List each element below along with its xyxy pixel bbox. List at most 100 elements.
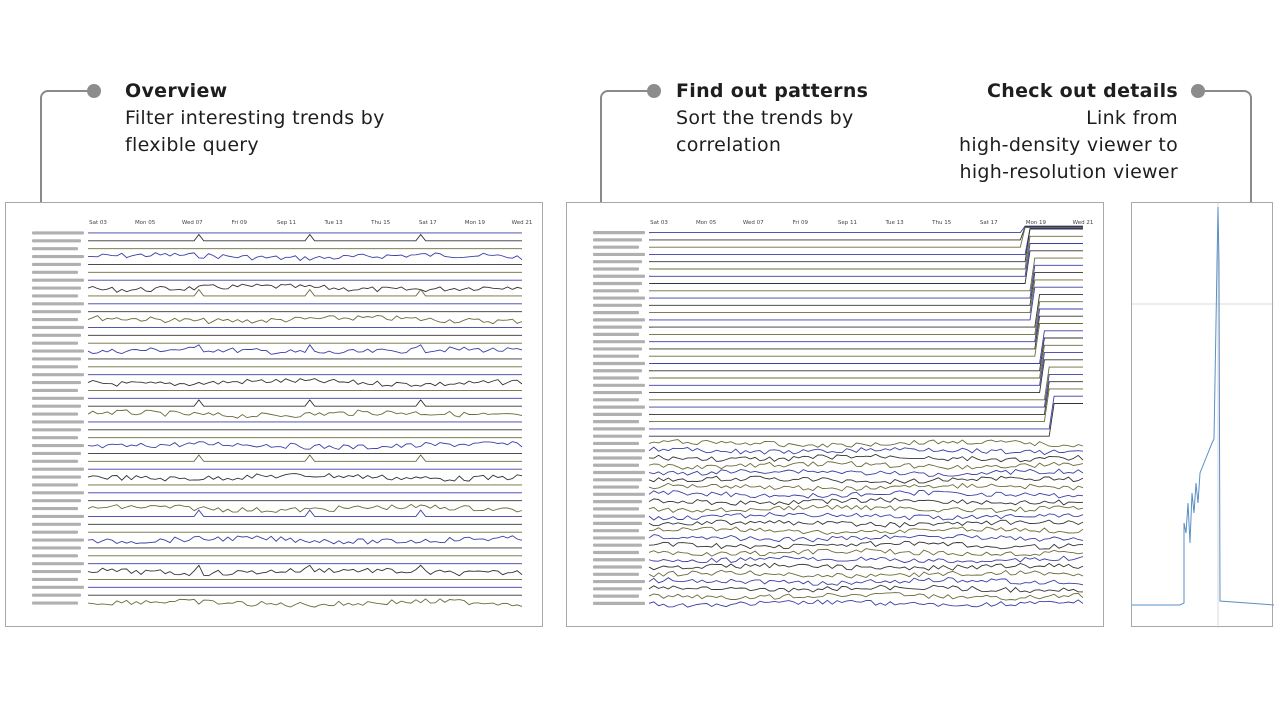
trend-line — [648, 264, 1083, 299]
trend-line — [87, 509, 522, 517]
detail-trend-line — [1132, 206, 1274, 606]
trend-tag-label — [593, 485, 639, 489]
trend-line — [87, 473, 523, 482]
trend-tag-label — [593, 529, 639, 533]
callout-connector-patterns — [600, 90, 656, 204]
trend-tag-label — [32, 436, 78, 440]
caption-line: Link from — [1086, 107, 1178, 129]
trend-line — [87, 441, 523, 450]
overview-trend-viewer[interactable]: Sat 03 Mon 05 Wed 07 Fri 09 Sep 11 Tue 13 Thu … — [5, 202, 543, 627]
trend-line — [87, 564, 523, 577]
trend-tag-label — [593, 376, 639, 380]
trend-tag-label — [32, 341, 78, 345]
trend-line — [648, 228, 1083, 263]
trend-tag-label — [593, 579, 645, 584]
trend-tag-label — [593, 492, 645, 496]
trend-tag-label — [593, 558, 645, 562]
trend-line — [648, 226, 1083, 241]
trend-tag-label — [32, 270, 78, 274]
trend-line — [648, 569, 1084, 579]
caption-line: Sort the trends by — [676, 107, 854, 129]
caption-line: correlation — [676, 134, 782, 156]
trend-tag-label — [593, 354, 639, 358]
trend-line — [87, 233, 522, 242]
date-tick-label: Fri 09 — [232, 220, 248, 226]
trend-tag-label — [32, 349, 84, 353]
trend-tag-label — [593, 325, 642, 329]
trend-tag-label — [32, 247, 78, 251]
trend-tag-label — [32, 546, 81, 550]
trend-line — [648, 323, 1083, 357]
trend-line — [648, 490, 1084, 499]
trend-tag-label — [593, 310, 639, 315]
trend-line — [87, 598, 523, 608]
trend-tag-label — [32, 538, 84, 542]
detail-trend-viewer[interactable] — [1131, 202, 1274, 628]
trend-tag-label — [32, 593, 81, 597]
trend-tag-label — [32, 380, 81, 385]
trend-tag-label — [32, 467, 84, 471]
trend-line — [648, 468, 1084, 477]
trend-tag-label — [32, 388, 78, 393]
trend-tag-label — [593, 463, 639, 467]
trend-line — [648, 227, 1083, 248]
callout-connector-overview — [40, 90, 96, 204]
trend-tag-label — [593, 470, 645, 475]
trend-tag-label — [32, 286, 81, 290]
trend-line — [648, 227, 1083, 255]
trend-line — [648, 519, 1084, 528]
trend-tag-label — [32, 231, 84, 235]
trend-line — [648, 286, 1083, 321]
trend-line — [648, 308, 1083, 343]
caption-line: Filter interesting trends by — [125, 107, 385, 129]
trend-line — [648, 352, 1083, 386]
trend-line — [648, 577, 1084, 586]
trend-line — [87, 535, 523, 545]
trend-line — [648, 497, 1084, 506]
trend-tag-label — [32, 459, 78, 463]
date-tick-label: Sat 17 — [980, 220, 998, 226]
trend-tag-label — [32, 530, 78, 534]
trend-tag-label — [593, 369, 642, 373]
trend-tag-label — [593, 456, 642, 460]
trend-tag-label — [32, 357, 81, 361]
trend-line — [87, 283, 523, 293]
date-tick-label: Mon 19 — [465, 220, 486, 226]
trend-tag-label — [593, 318, 645, 322]
trend-line — [648, 359, 1083, 394]
trend-line — [648, 395, 1083, 430]
callout-dot-patterns — [647, 84, 661, 98]
trend-tag-label — [32, 569, 81, 574]
patterns-trend-viewer[interactable]: Sat 03 Mon 05 Wed 07 Fri 09 Sep 11 Tue 13 Thu … — [566, 202, 1104, 627]
trend-tag-label — [32, 254, 84, 259]
trend-tag-label — [593, 420, 639, 424]
date-tick-label: Sat 03 — [89, 220, 107, 226]
trend-line — [87, 409, 523, 419]
trend-tag-label — [32, 585, 84, 589]
date-tick-label: Mon 19 — [1026, 220, 1047, 226]
trend-tag-label — [593, 332, 639, 337]
trend-tag-label — [32, 365, 78, 369]
trend-tag-label — [32, 522, 81, 526]
date-tick-label: Wed 07 — [182, 220, 203, 226]
trend-tag-label — [593, 303, 642, 307]
trend-tag-label — [593, 405, 645, 409]
trend-tag-label — [593, 238, 642, 242]
caption-title: Find out patterns — [676, 80, 869, 102]
trend-tag-label — [593, 565, 642, 569]
trend-tag-label — [32, 333, 81, 337]
trend-tag-label — [593, 347, 642, 351]
trend-tag-label — [32, 443, 84, 448]
trend-tag-label — [593, 441, 639, 446]
caption-title: Overview — [125, 80, 228, 102]
date-tick-label: Tue 13 — [323, 220, 343, 226]
trend-tag-label — [32, 601, 78, 605]
trend-line — [648, 366, 1083, 401]
date-tick-label: Sep 11 — [838, 220, 857, 226]
trend-line — [87, 315, 523, 325]
trend-tag-label — [593, 260, 642, 264]
trend-tag-label — [593, 601, 645, 605]
trend-line — [648, 257, 1083, 292]
date-tick-label: Sat 17 — [419, 220, 437, 226]
trend-line — [648, 562, 1084, 571]
